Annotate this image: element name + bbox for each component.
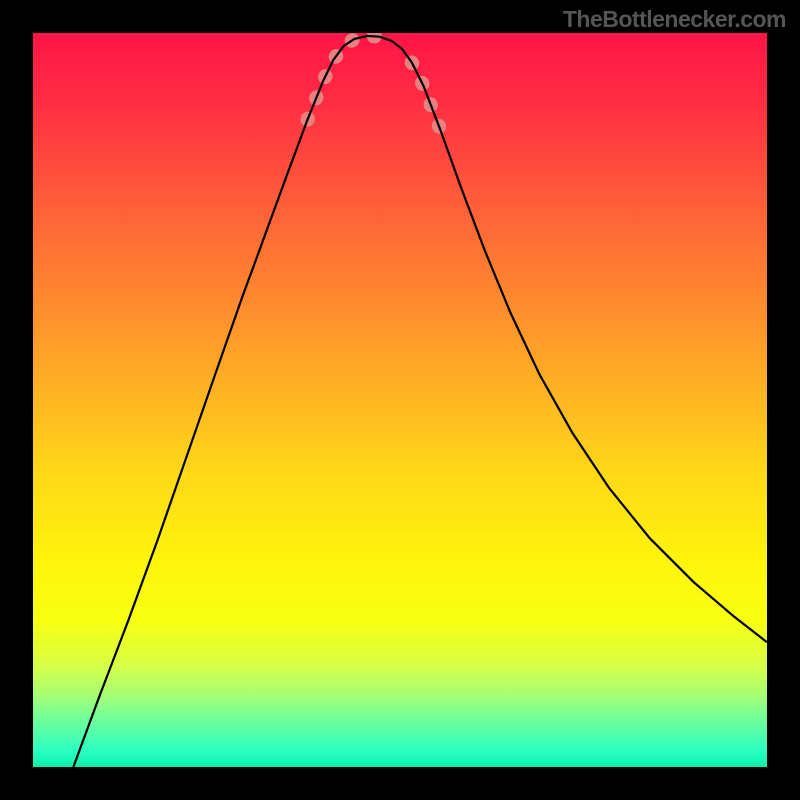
curve-overlay (33, 33, 767, 767)
marker-segment (308, 36, 392, 120)
chart-container: TheBottlenecker.com (0, 0, 800, 800)
bottleneck-curve (73, 36, 767, 767)
plot-area (33, 33, 767, 767)
watermark-text: TheBottlenecker.com (563, 6, 786, 33)
